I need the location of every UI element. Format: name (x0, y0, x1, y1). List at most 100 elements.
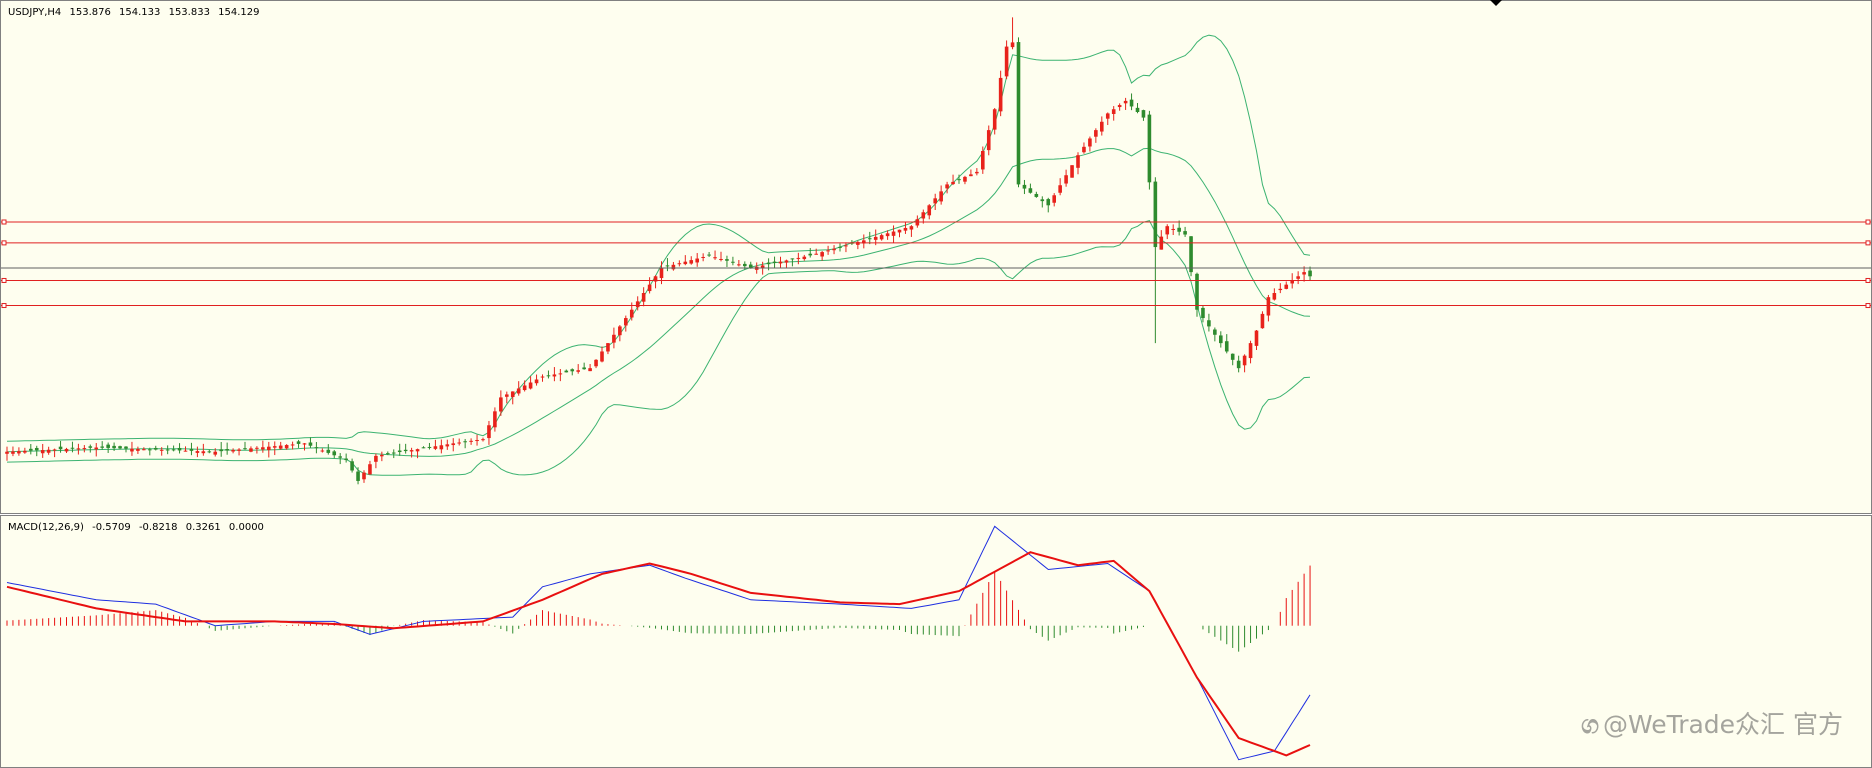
bull-candle (213, 451, 218, 455)
ohlc-close: 154.129 (218, 7, 260, 18)
bull-candle (409, 450, 414, 452)
bull-candle (820, 252, 824, 257)
bear-candle (88, 446, 93, 448)
bull-candle (606, 343, 610, 352)
bear-candle (1016, 42, 1021, 185)
macd-header: MACD(12,26,9) -0.5709 -0.8218 0.3261 0.0… (8, 522, 269, 533)
bull-candle (374, 455, 378, 462)
bull-candle (1117, 105, 1122, 108)
bull-candle (1105, 113, 1110, 119)
watermark-text: @WeTrade众汇 官方 (1602, 710, 1843, 739)
bear-candle (1129, 99, 1134, 107)
bear-candle (725, 259, 729, 261)
price-chart-header: USDJPY,H4 153.876 154.133 153.833 154.12… (8, 7, 264, 18)
bear-candle (1141, 110, 1146, 118)
macd-value-histogram: 0.3261 (185, 522, 221, 533)
bear-candle (332, 451, 337, 456)
bull-candle (885, 233, 890, 237)
bull-candle (683, 261, 688, 265)
bear-candle (1040, 199, 1045, 202)
bull-candle (82, 448, 87, 450)
bull-candle (23, 450, 27, 453)
bear-candle (582, 367, 586, 370)
bull-candle (826, 250, 830, 252)
bear-candle (1224, 341, 1229, 352)
bear-candle (308, 442, 313, 446)
bull-candle (1004, 46, 1009, 77)
bull-candle (975, 171, 979, 174)
bull-candle (832, 248, 836, 251)
bear-candle (1177, 227, 1181, 232)
price-chart-canvas[interactable] (1, 1, 1872, 514)
bull-candle (380, 454, 384, 457)
bull-candle (540, 376, 545, 378)
bear-candle (397, 450, 402, 453)
weibo-logo-icon: ග (1581, 710, 1599, 739)
bull-candle (784, 260, 789, 263)
bull-candle (719, 258, 723, 260)
bull-candle (94, 447, 99, 450)
bull-candle (939, 191, 943, 202)
bull-candle (659, 267, 664, 279)
bear-candle (177, 447, 182, 451)
bull-candle (927, 205, 932, 216)
bull-candle (1052, 195, 1056, 203)
bear-candle (570, 369, 575, 372)
bear-candle (463, 441, 467, 443)
bull-candle (255, 447, 259, 449)
bull-candle (844, 245, 848, 247)
level-handle-right (1865, 303, 1871, 309)
bull-candle (814, 253, 818, 255)
bull-candle (1082, 146, 1086, 153)
chart-shift-marker-icon[interactable] (1490, 0, 1502, 6)
bull-candle (796, 257, 801, 259)
watermark: ග @WeTrade众汇 官方 (1581, 705, 1843, 741)
bull-candle (629, 309, 634, 318)
bull-candle (802, 256, 807, 260)
price-chart-panel[interactable]: USDJPY,H4 153.876 154.133 153.833 154.12… (0, 0, 1872, 514)
bull-candle (267, 446, 271, 451)
bull-candle (635, 301, 640, 308)
bear-candle (1153, 181, 1158, 248)
symbol-timeframe: USDJPY,H4 (8, 7, 62, 18)
bull-candle (457, 442, 461, 444)
bear-candle (225, 449, 229, 451)
bull-candle (713, 257, 717, 259)
bull-candle (76, 448, 81, 450)
bull-candle (641, 293, 646, 302)
bear-candle (748, 264, 753, 268)
bull-candle (1064, 175, 1068, 184)
bull-candle (46, 449, 51, 453)
bear-candle (1147, 114, 1152, 183)
bull-candle (231, 450, 235, 452)
bear-candle (1195, 273, 1199, 310)
bull-candle (624, 318, 628, 326)
bull-candle (415, 449, 420, 452)
bull-candle (487, 425, 491, 439)
macd-indicator-name: MACD(12,26,9) (8, 522, 84, 533)
bear-candle (1213, 329, 1217, 335)
ohlc-open: 153.876 (69, 7, 111, 18)
bull-candle (1284, 284, 1289, 289)
bull-candle (534, 379, 539, 384)
bull-candle (1076, 155, 1080, 168)
candles (5, 17, 1312, 485)
bull-candle (600, 351, 604, 362)
bull-candle (284, 445, 289, 449)
bull-candle (552, 374, 557, 377)
bull-candle (130, 448, 134, 452)
bull-candle (439, 445, 444, 450)
macd-indicator-panel[interactable]: MACD(12,26,9) -0.5709 -0.8218 0.3261 0.0… (0, 515, 1872, 768)
bull-candle (921, 212, 926, 219)
macd-chart-canvas[interactable] (1, 516, 1872, 768)
bull-candle (499, 397, 503, 412)
bull-candle (891, 231, 896, 236)
bear-candle (58, 446, 63, 450)
bull-candle (40, 450, 45, 454)
bull-candle (618, 326, 622, 336)
bear-candle (148, 449, 152, 451)
level-handle-left (1, 277, 7, 283)
bull-candle (1272, 293, 1277, 300)
bull-candle (64, 448, 69, 452)
bear-candle (100, 446, 104, 448)
